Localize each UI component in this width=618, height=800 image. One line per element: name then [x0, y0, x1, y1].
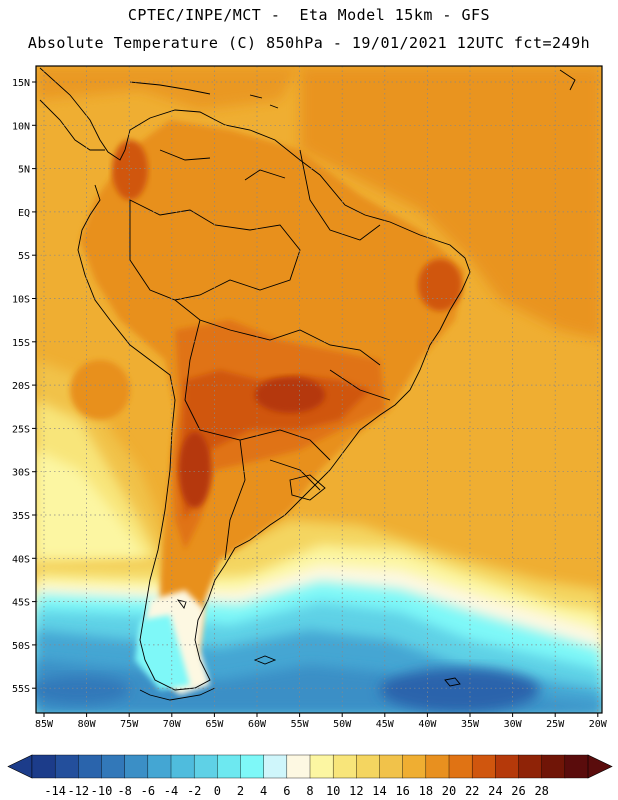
colorbar-label: 18 [419, 784, 433, 798]
colorbar-swatch [193, 754, 218, 779]
lat-label: 50S [12, 641, 30, 652]
colorbar-swatch [309, 754, 334, 779]
lat-label: 30S [12, 468, 30, 479]
lat-label: 5N [18, 165, 30, 176]
lat-label: 40S [12, 554, 30, 565]
colorbar-label: 10 [326, 784, 340, 798]
colorbar-swatch [78, 754, 103, 779]
colorbar-label: 8 [306, 784, 313, 798]
chart-title: CPTEC/INPE/MCT - Eta Model 15km - GFS [127, 6, 491, 24]
lat-label: 35S [12, 511, 30, 522]
colorbar-swatch [240, 754, 265, 779]
chart-subtitle: Absolute Temperature (C) 850hPa - 19/01/… [27, 34, 591, 52]
colorbar-label: 20 [442, 784, 456, 798]
colorbar-swatch [54, 754, 79, 779]
lat-label: 15N [12, 78, 30, 89]
colorbar-label: -8 [117, 784, 131, 798]
colorbar-label: 26 [511, 784, 525, 798]
colorbar-swatch [518, 754, 543, 779]
colorbar-swatch [425, 754, 450, 779]
lon-label: 50W [333, 719, 352, 730]
lon-label: 35W [461, 719, 480, 730]
longitude-axis: 85W 80W 75W 70W 65W 60W 55W 50W 45W 40W 35W 30W 25W 2… [35, 713, 608, 730]
colorbar-label: -12 [67, 784, 89, 798]
colorbar-arrow-left [7, 754, 33, 779]
colorbar-label: 2 [237, 784, 244, 798]
colorbar-arrow-right [587, 754, 613, 779]
colorbar-label: 16 [395, 784, 409, 798]
lat-label: 10S [12, 295, 30, 306]
colorbar-swatch [564, 754, 589, 779]
colorbar-label: -4 [164, 784, 178, 798]
colorbar-swatch [217, 754, 241, 779]
colorbar-label: 24 [488, 784, 502, 798]
temperature-field [36, 66, 602, 713]
lon-label: 75W [120, 719, 139, 730]
map-frame [35, 65, 603, 714]
lon-label: 20W [589, 719, 608, 730]
colorbar-swatch [495, 754, 520, 779]
lon-label: 70W [163, 719, 182, 730]
colorbar-swatch [101, 754, 126, 779]
colorbar-label: 12 [349, 784, 363, 798]
coastlines [39, 67, 576, 701]
colorbar-label: 4 [260, 784, 267, 798]
lon-label: 60W [248, 719, 267, 730]
lon-label: 80W [78, 719, 97, 730]
latitude-axis: 15N 10N 5N EQ 5S 10S 15S 20S 25S 30S 35S 40S 45S 50S 5… [12, 78, 36, 695]
lat-label: 5S [18, 251, 30, 262]
colorbar-label: 0 [214, 784, 221, 798]
lat-label: 55S [12, 684, 30, 695]
colorbar-label: -6 [141, 784, 155, 798]
lat-label: 25S [12, 424, 30, 435]
colorbar-swatch [356, 754, 381, 779]
lat-label: 10N [12, 121, 30, 132]
colorbar: -14 -12 -10 -8 -6 -4 -2 0 2 4 6 8 10 12 14 16 18 20 22 24 26… [7, 754, 613, 798]
colorbar-swatch [147, 754, 172, 779]
colorbar-swatch [286, 754, 311, 779]
lon-label: 85W [35, 719, 54, 730]
colorbar-label: -2 [187, 784, 201, 798]
lon-label: 40W [418, 719, 437, 730]
colorbar-label: 22 [465, 784, 479, 798]
lon-label: 55W [291, 719, 310, 730]
lon-label: 30W [504, 719, 523, 730]
colorbar-label: -10 [91, 784, 113, 798]
colorbar-swatch [31, 754, 56, 779]
lon-label: 65W [205, 719, 224, 730]
lat-label: 15S [12, 338, 30, 349]
colorbar-swatch [471, 754, 496, 779]
lat-label: EQ [18, 208, 30, 219]
lat-label: 45S [12, 598, 30, 609]
colorbar-swatch [541, 754, 566, 779]
colorbar-swatch [332, 754, 357, 779]
lat-label: 20S [12, 381, 30, 392]
colorbar-label: -14 [44, 784, 66, 798]
colorbar-label: 28 [534, 784, 548, 798]
colorbar-label: 6 [283, 784, 290, 798]
colorbar-label: 14 [372, 784, 386, 798]
colorbar-swatch [263, 754, 288, 779]
lon-label: 25W [546, 719, 565, 730]
colorbar-swatch [379, 754, 404, 779]
colorbar-swatch [448, 754, 473, 779]
colorbar-swatch [124, 754, 149, 779]
colorbar-swatch [170, 754, 195, 779]
lon-label: 45W [376, 719, 395, 730]
colorbar-swatch [402, 754, 427, 779]
